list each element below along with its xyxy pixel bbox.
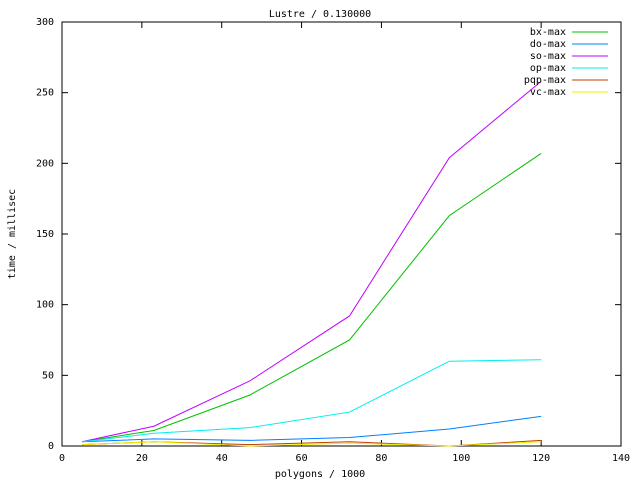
x-tick-label: 100 <box>452 453 470 464</box>
y-tick-label: 300 <box>36 17 54 28</box>
x-tick-label: 140 <box>612 453 630 464</box>
x-tick-label: 20 <box>136 453 148 464</box>
chart-title: Lustre / 0.130000 <box>269 9 371 20</box>
series-line <box>81 80 542 443</box>
x-tick-label: 40 <box>216 453 228 464</box>
legend-label: vc-max <box>530 87 566 98</box>
legend-label: pqp-max <box>524 75 566 86</box>
y-axis-label: time / millisec <box>7 189 18 279</box>
legend-label: bx-max <box>530 27 566 38</box>
legend-label: so-max <box>530 51 566 62</box>
series-line <box>81 415 542 443</box>
series-line <box>81 441 542 447</box>
legend-label: op-max <box>530 63 566 74</box>
y-tick-label: 50 <box>42 370 54 381</box>
legend-label: do-max <box>530 39 566 50</box>
x-tick-label: 0 <box>59 453 65 464</box>
y-tick-label: 250 <box>36 88 54 99</box>
series-line <box>81 153 542 443</box>
y-tick-label: 100 <box>36 300 54 311</box>
y-tick-label: 150 <box>36 229 54 240</box>
y-tick-label: 0 <box>48 441 54 452</box>
x-axis-label: polygons / 1000 <box>275 469 365 480</box>
x-tick-label: 120 <box>532 453 550 464</box>
series-line <box>81 359 542 443</box>
x-tick-label: 80 <box>375 453 387 464</box>
y-tick-label: 200 <box>36 158 54 169</box>
x-tick-label: 60 <box>296 453 308 464</box>
